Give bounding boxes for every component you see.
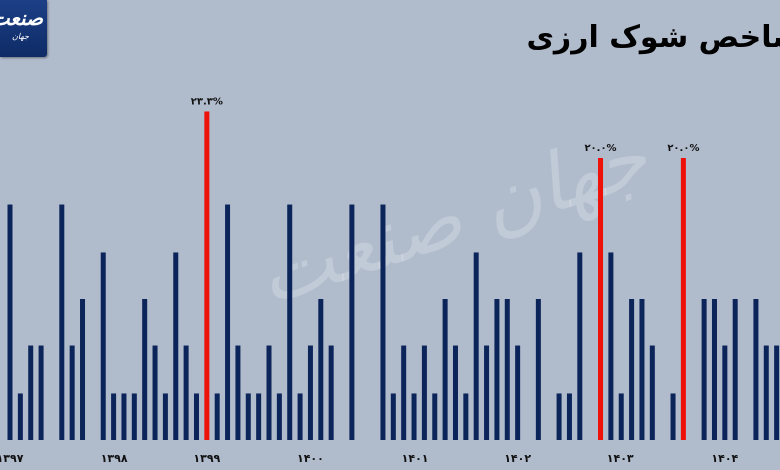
bar: [318, 299, 324, 440]
x-tick-label: ۱۴۰۱: [402, 452, 429, 465]
logo-main-text: صنعت: [0, 6, 43, 30]
x-tick-label: ۱۳۹۷: [0, 452, 24, 465]
bar: [276, 393, 282, 440]
x-tick-label: ۱۳۹۹: [193, 452, 220, 465]
bar: [225, 204, 231, 440]
highlighted-bar: [598, 158, 604, 440]
bar: [722, 345, 728, 440]
bar: [193, 393, 199, 440]
data-label: ۲۰.۰%: [584, 143, 616, 154]
bar: [473, 252, 479, 440]
bar: [59, 204, 65, 440]
highlighted-bar: [680, 158, 686, 440]
data-label: ۲۰.۰%: [667, 143, 699, 154]
bar: [463, 393, 469, 440]
x-tick-label: ۱۴۰۰: [297, 452, 324, 465]
bar: [162, 393, 168, 440]
logo-sub-text: جهان: [12, 32, 29, 41]
bar: [649, 345, 655, 440]
data-label: ۲۳.۳%: [191, 96, 223, 107]
bar: [142, 299, 148, 440]
bar: [763, 345, 769, 440]
bar: [494, 299, 500, 440]
bar: [484, 345, 490, 440]
bar: [100, 252, 106, 440]
bar: [214, 393, 220, 440]
bar: [80, 299, 86, 440]
bar: [380, 204, 386, 440]
logo: صنعت جهان: [0, 0, 47, 57]
bar: [639, 299, 645, 440]
bar: [753, 299, 759, 440]
bar: [432, 393, 438, 440]
bar: [7, 204, 13, 440]
bar: [566, 393, 572, 440]
bar: [235, 345, 241, 440]
bar: [701, 299, 707, 440]
bar: [608, 252, 614, 440]
bar: [328, 345, 334, 440]
bar: [28, 345, 34, 440]
bar: [577, 252, 583, 440]
bar: [69, 345, 75, 440]
bar: [390, 393, 396, 440]
bar: [421, 345, 427, 440]
bar: [121, 393, 127, 440]
bar: [442, 299, 448, 440]
bar: [774, 345, 780, 440]
bar: [183, 345, 189, 440]
bar: [111, 393, 117, 440]
bar: [670, 393, 676, 440]
bar: [297, 393, 303, 440]
bar: [256, 393, 262, 440]
bar: [266, 345, 272, 440]
bar: [411, 393, 417, 440]
chart-title: شاخص شوک ارزی: [526, 20, 780, 55]
highlighted-bar: [204, 111, 210, 440]
bar: [287, 204, 293, 440]
bar: [452, 345, 458, 440]
bar: [131, 393, 137, 440]
bar: [173, 252, 179, 440]
x-tick-label: ۱۴۰۳: [607, 452, 634, 465]
bar: [618, 393, 624, 440]
bar: [38, 345, 44, 440]
x-tick-label: ۱۳۹۸: [101, 452, 128, 465]
bar: [401, 345, 407, 440]
bar: [307, 345, 313, 440]
bar: [556, 393, 562, 440]
x-tick-label: ۱۴۰۲: [504, 452, 531, 465]
bar: [17, 393, 23, 440]
bar: [245, 393, 251, 440]
bar: [504, 299, 510, 440]
bar: [629, 299, 635, 440]
bar: [152, 345, 158, 440]
bar: [732, 299, 738, 440]
bar: [515, 345, 521, 440]
bar: [711, 299, 717, 440]
bar: [349, 204, 355, 440]
bar: [535, 299, 541, 440]
x-tick-label: ۱۴۰۴: [711, 452, 738, 465]
